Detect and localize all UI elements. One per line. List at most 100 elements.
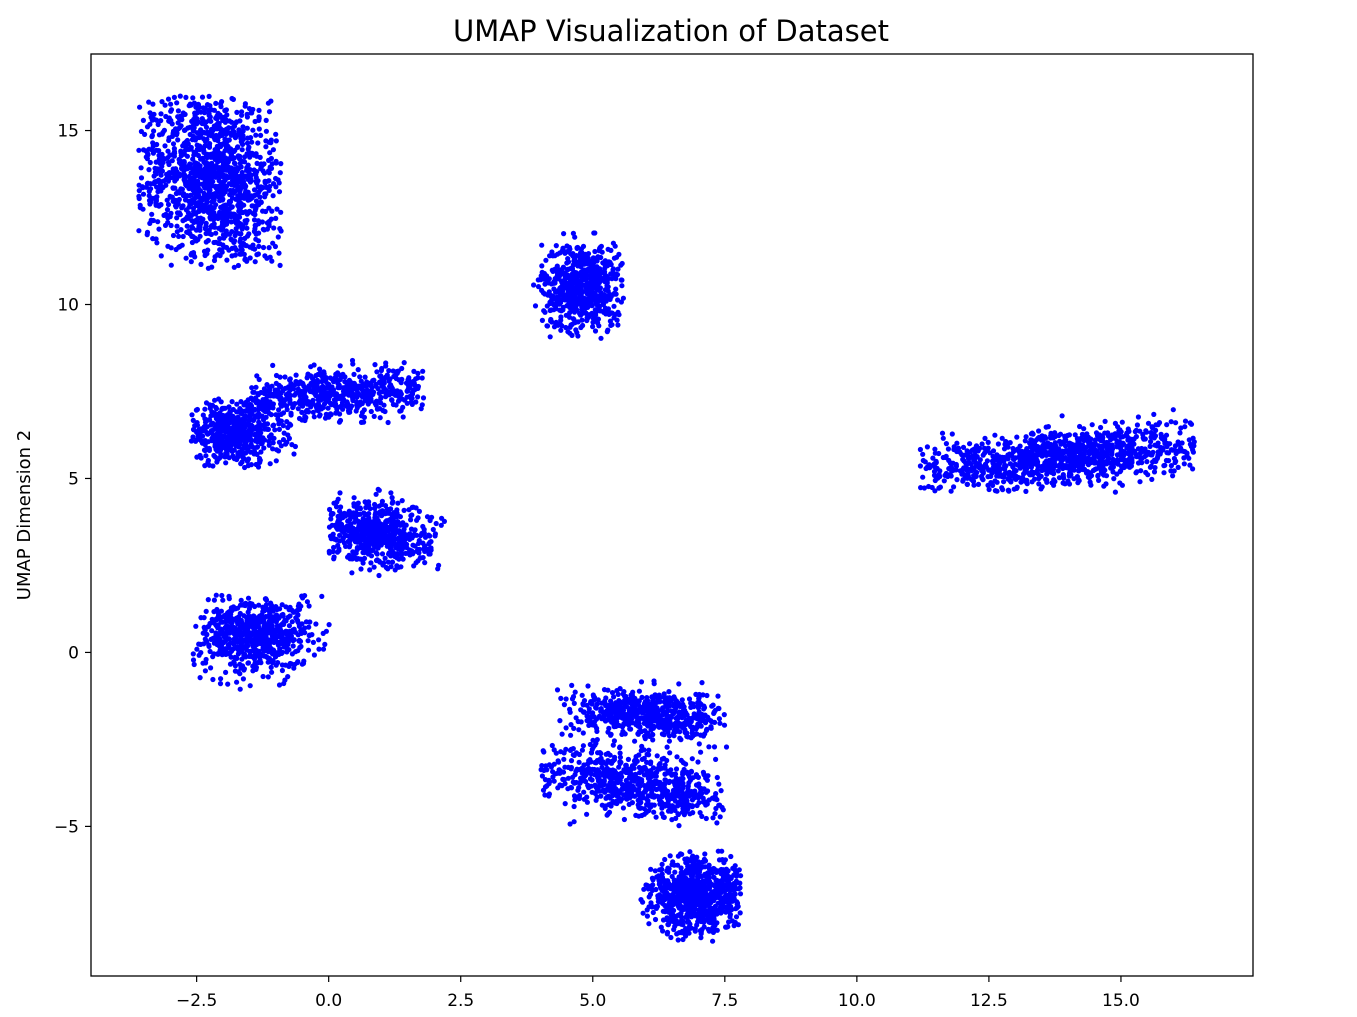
scatter-point: [327, 506, 333, 513]
scatter-point: [401, 360, 407, 366]
scatter-point: [326, 622, 332, 628]
scatter-point: [412, 527, 418, 533]
scatter-point: [376, 572, 382, 579]
scatter-point: [592, 248, 598, 255]
scatter-point: [383, 360, 389, 366]
scatter-point: [181, 176, 187, 182]
scatter-point: [422, 534, 429, 540]
scatter-point: [571, 258, 577, 264]
scatter-point: [173, 246, 179, 253]
scatter-point: [273, 215, 279, 221]
scatter-point: [375, 521, 381, 528]
scatter-point: [384, 510, 390, 516]
scatter-point: [283, 642, 289, 648]
scatter-point: [288, 422, 294, 428]
scatter-point: [597, 308, 603, 314]
scatter-point: [420, 523, 426, 530]
scatter-point: [387, 542, 393, 548]
scatter-point: [350, 386, 356, 392]
scatter-point: [258, 449, 264, 455]
scatter-point: [228, 654, 234, 660]
scatter-point: [344, 399, 350, 405]
scatter-point: [256, 602, 262, 608]
scatter-point: [540, 290, 547, 296]
scatter-point: [155, 219, 161, 225]
scatter-point: [232, 232, 238, 239]
scatter-point: [255, 653, 261, 659]
scatter-point: [584, 311, 590, 317]
scatter-point: [580, 322, 586, 329]
scatter-point: [270, 193, 276, 199]
scatter-point: [205, 247, 211, 253]
scatter-point: [589, 276, 596, 282]
scatter-point: [273, 158, 279, 164]
scatter-point: [943, 441, 950, 447]
scatter-point: [224, 244, 230, 251]
scatter-point: [202, 636, 208, 642]
scatter-point: [566, 274, 572, 280]
scatter-point: [415, 385, 421, 391]
scatter-point: [249, 110, 255, 116]
scatter-point: [401, 543, 407, 549]
scatter-point: [270, 440, 276, 446]
scatter-point: [200, 660, 206, 666]
scatter-point: [557, 267, 563, 273]
scatter-point: [187, 193, 193, 199]
scatter-point: [337, 517, 343, 523]
scatter-point: [551, 279, 557, 285]
scatter-point: [531, 282, 537, 288]
scatter-point: [237, 210, 244, 216]
scatter-point: [208, 636, 214, 643]
scatter-point: [400, 414, 406, 420]
scatter-point: [248, 449, 254, 455]
scatter-point: [237, 251, 243, 257]
scatter-point: [176, 171, 183, 177]
scatter-point: [219, 423, 226, 429]
scatter-point: [377, 541, 383, 547]
scatter-point: [381, 385, 387, 392]
scatter-point: [234, 655, 240, 662]
scatter-point: [166, 135, 172, 141]
scatter-point: [180, 218, 186, 224]
scatter-point: [188, 259, 194, 265]
scatter-point: [244, 125, 250, 131]
scatter-point: [174, 215, 180, 221]
scatter-point: [379, 498, 385, 504]
scatter-point: [602, 261, 608, 267]
scatter-point: [358, 378, 364, 384]
scatter-point: [539, 263, 545, 269]
scatter-point: [237, 200, 243, 206]
scatter-point: [277, 262, 283, 268]
scatter-point: [217, 247, 223, 253]
scatter-point: [256, 107, 262, 113]
scatter-point: [175, 108, 181, 114]
scatter-point: [168, 222, 174, 229]
scatter-point: [351, 553, 357, 559]
scatter-point: [237, 602, 244, 608]
scatter-point: [235, 262, 241, 269]
scatter-point: [569, 321, 575, 327]
scatter-point: [1111, 476, 1117, 482]
scatter-point: [296, 415, 303, 422]
scatter-point: [310, 397, 316, 403]
scatter-point: [249, 385, 255, 391]
scatter-point: [238, 640, 244, 646]
scatter-point: [173, 166, 179, 172]
scatter-point: [249, 424, 255, 430]
scatter-point: [235, 174, 241, 180]
scatter-point: [201, 424, 207, 430]
scatter-point: [413, 560, 419, 566]
scatter-point: [173, 190, 179, 197]
scatter-point: [193, 238, 199, 244]
scatter-point: [266, 187, 272, 193]
scatter-point: [136, 147, 142, 153]
scatter-point: [239, 175, 246, 181]
scatter-point: [247, 683, 253, 689]
scatter-point: [337, 490, 343, 496]
scatter-point: [151, 111, 157, 117]
scatter-point: [384, 519, 390, 525]
scatter-point: [202, 416, 208, 422]
scatter-point: [594, 302, 600, 308]
scatter-point: [257, 457, 263, 463]
scatter-point: [184, 146, 190, 152]
